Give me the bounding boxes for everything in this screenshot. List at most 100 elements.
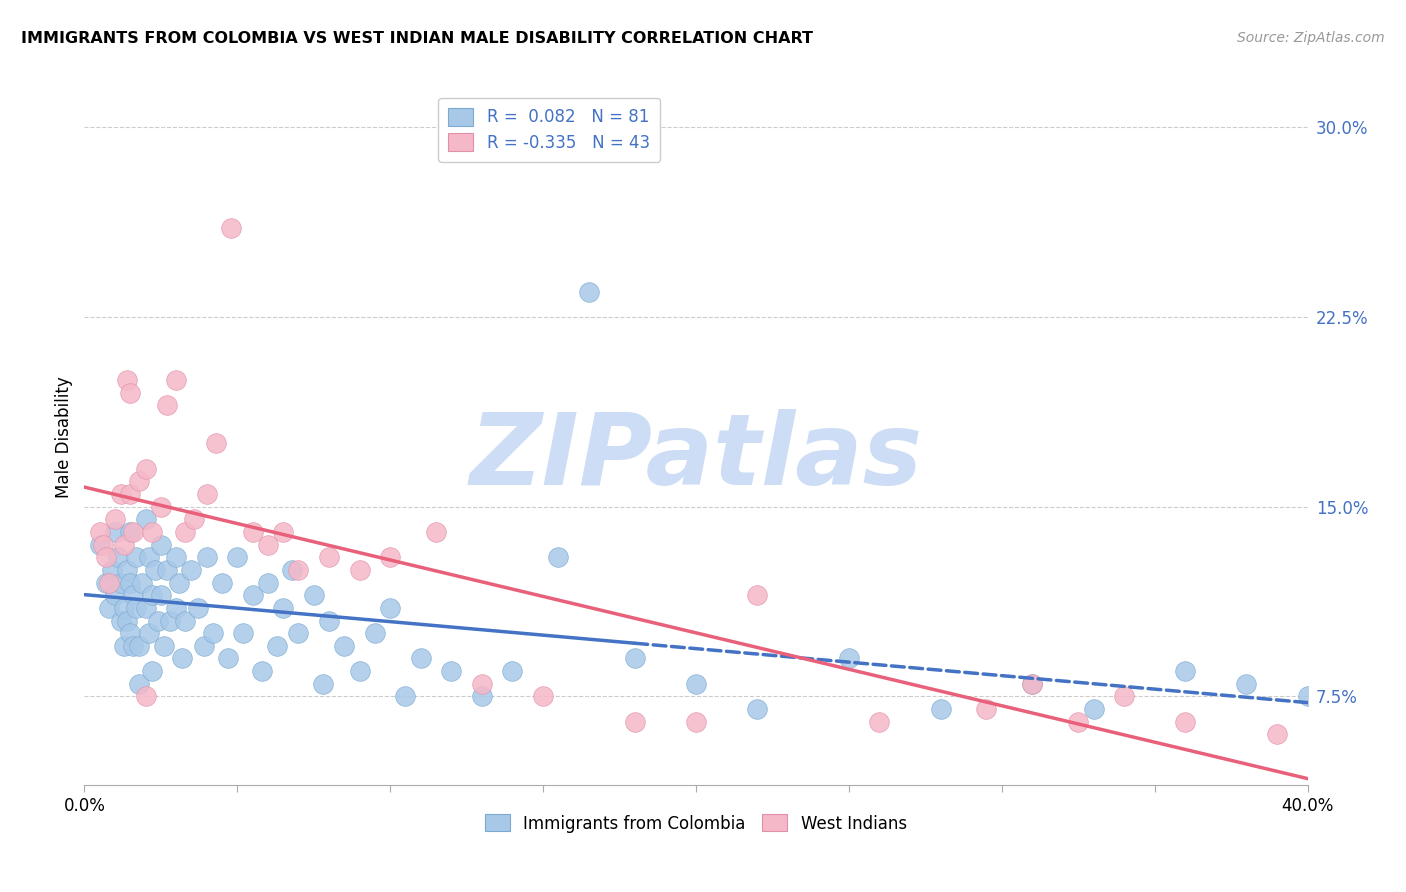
Point <box>165 600 187 615</box>
Point <box>135 512 157 526</box>
Point <box>174 614 197 628</box>
Point <box>135 461 157 475</box>
Point <box>159 614 181 628</box>
Point <box>186 600 208 615</box>
Point <box>138 550 160 565</box>
Point <box>624 714 647 729</box>
Point <box>531 690 554 704</box>
Point <box>287 626 309 640</box>
Point <box>685 677 707 691</box>
Point <box>180 563 202 577</box>
Point <box>976 702 998 716</box>
Point <box>242 524 264 539</box>
Point <box>1296 690 1319 704</box>
Point <box>138 626 160 640</box>
Legend: Immigrants from Colombia, West Indians: Immigrants from Colombia, West Indians <box>478 808 914 839</box>
Point <box>232 626 254 640</box>
Point <box>128 639 150 653</box>
Point <box>217 651 239 665</box>
Point <box>747 588 769 602</box>
Point <box>394 690 416 704</box>
Point <box>440 664 463 678</box>
Point <box>91 538 114 552</box>
Point <box>312 677 335 691</box>
Point <box>838 651 860 665</box>
Point <box>211 575 233 590</box>
Point <box>193 639 215 653</box>
Point <box>172 651 194 665</box>
Point <box>141 524 163 539</box>
Point <box>125 550 148 565</box>
Point <box>409 651 432 665</box>
Point <box>195 550 218 565</box>
Point <box>281 563 304 577</box>
Point <box>1021 677 1043 691</box>
Point <box>110 487 132 501</box>
Point <box>107 550 129 565</box>
Point <box>578 285 600 299</box>
Point <box>120 487 142 501</box>
Point <box>302 588 325 602</box>
Point <box>226 550 249 565</box>
Point <box>364 626 387 640</box>
Point <box>266 639 288 653</box>
Point <box>425 524 447 539</box>
Point <box>333 639 356 653</box>
Point <box>380 600 402 615</box>
Point <box>97 600 120 615</box>
Point <box>1265 727 1288 741</box>
Point <box>153 639 176 653</box>
Point <box>624 651 647 665</box>
Point <box>183 512 205 526</box>
Point <box>128 475 150 489</box>
Point <box>195 487 218 501</box>
Point <box>104 512 127 526</box>
Point <box>149 588 172 602</box>
Point <box>149 538 172 552</box>
Point <box>97 575 120 590</box>
Point <box>112 538 135 552</box>
Point <box>250 664 273 678</box>
Point <box>929 702 952 716</box>
Point <box>1114 690 1136 704</box>
Point <box>120 626 142 640</box>
Point <box>242 588 264 602</box>
Point <box>110 575 132 590</box>
Point <box>120 524 142 539</box>
Point <box>165 550 187 565</box>
Point <box>115 373 138 387</box>
Point <box>143 563 166 577</box>
Point <box>471 677 494 691</box>
Point <box>471 690 494 704</box>
Point <box>380 550 402 565</box>
Point <box>271 600 294 615</box>
Point <box>318 614 340 628</box>
Point <box>89 524 111 539</box>
Point <box>146 614 169 628</box>
Point <box>141 664 163 678</box>
Point <box>112 600 135 615</box>
Point <box>156 563 179 577</box>
Point <box>349 664 371 678</box>
Point <box>94 550 117 565</box>
Point <box>101 563 124 577</box>
Point <box>747 702 769 716</box>
Point <box>120 575 142 590</box>
Text: ZIPatlas: ZIPatlas <box>470 409 922 507</box>
Y-axis label: Male Disability: Male Disability <box>55 376 73 498</box>
Point <box>1067 714 1090 729</box>
Point <box>349 563 371 577</box>
Point <box>115 614 138 628</box>
Point <box>318 550 340 565</box>
Point <box>167 575 190 590</box>
Text: IMMIGRANTS FROM COLOMBIA VS WEST INDIAN MALE DISABILITY CORRELATION CHART: IMMIGRANTS FROM COLOMBIA VS WEST INDIAN … <box>21 31 813 46</box>
Point <box>271 524 294 539</box>
Point <box>869 714 891 729</box>
Point <box>110 614 132 628</box>
Point <box>502 664 524 678</box>
Point <box>165 373 187 387</box>
Point <box>128 677 150 691</box>
Point <box>115 563 138 577</box>
Point <box>94 575 117 590</box>
Point <box>1174 714 1197 729</box>
